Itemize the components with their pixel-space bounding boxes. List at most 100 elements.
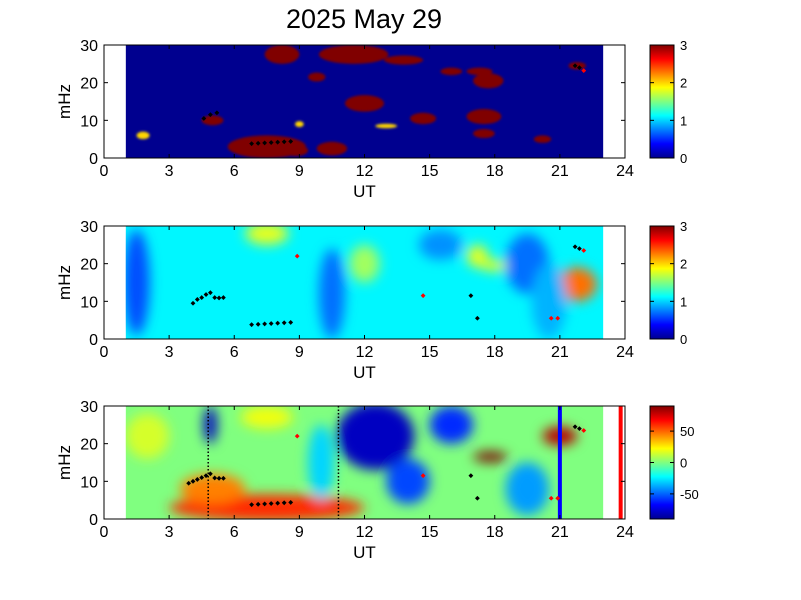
heatmap-blob: [240, 406, 293, 429]
marker-black: [249, 502, 255, 508]
x-axis-label: UT: [353, 543, 376, 562]
x-tick-label: 0: [100, 344, 109, 361]
y-tick-label: 10: [80, 113, 98, 130]
colorbar-tick-label: 0: [680, 151, 687, 166]
marker-black: [216, 475, 222, 481]
heatmap-blob: [531, 263, 567, 339]
heatmap-blob: [318, 248, 345, 339]
panel-3: 0 3 6 9 12 15 18 21 24 0 10 20 30 UT mHz -50 0 50: [55, 399, 699, 562]
x-tick-label: 9: [295, 344, 304, 361]
marker-red: [581, 428, 587, 433]
colorbar: -50 0 50: [649, 405, 699, 520]
colorbar: 0 1 2 3: [649, 38, 687, 166]
marker-black: [216, 295, 222, 301]
x-tick-label: 9: [295, 524, 304, 541]
heatmap-blob: [349, 244, 380, 283]
x-tick-label: 6: [230, 163, 239, 180]
heatmap-blob: [440, 67, 463, 76]
heatmap-blob: [295, 121, 304, 128]
heatmap-blob: [179, 473, 246, 504]
marker-black: [577, 65, 582, 70]
marker-black: [214, 110, 220, 116]
x-tick-label: 18: [486, 163, 504, 180]
marker-red: [548, 495, 554, 501]
heatmap-blob: [316, 141, 348, 156]
heatmap-image: [125, 226, 604, 339]
marker-black: [199, 295, 205, 300]
y-tick-label: 0: [89, 151, 98, 168]
marker-black: [249, 322, 255, 328]
x-tick-label: 12: [356, 344, 374, 361]
marker-black: [249, 141, 255, 147]
colorbar-tick-label: 50: [680, 424, 694, 439]
heatmap-blob: [308, 424, 335, 501]
marker-black: [275, 320, 281, 326]
heatmap-blob: [386, 458, 430, 504]
y-tick-label: 30: [80, 219, 98, 236]
x-tick-label: 0: [100, 524, 109, 541]
heatmap-blob: [429, 406, 474, 444]
marker-black: [275, 139, 281, 145]
marker-black: [203, 473, 209, 479]
x-tick-label: 15: [421, 344, 439, 361]
marker-black: [212, 475, 218, 481]
y-tick-label: 30: [80, 38, 98, 55]
x-tick-label: 3: [165, 524, 174, 541]
colorbar-tick-label: 0: [680, 332, 687, 347]
colorbar-tick-label: 1: [680, 294, 687, 309]
heatmap-blob: [466, 244, 489, 268]
x-tick-label: 18: [486, 524, 504, 541]
marker-black: [201, 116, 207, 121]
heatmap-blob: [473, 128, 495, 139]
heatmap-blob: [318, 45, 389, 64]
marker-black: [207, 471, 213, 477]
marker-black: [194, 297, 200, 302]
y-axis-label: mHz: [55, 445, 74, 480]
marker-red: [555, 495, 561, 501]
heatmap-blob: [344, 95, 385, 112]
x-tick-label: 0: [100, 163, 109, 180]
colorbar-tick-label: 3: [680, 38, 687, 53]
marker-black: [190, 478, 196, 484]
heatmap-blob: [308, 72, 326, 82]
heatmap-blob: [136, 131, 150, 140]
y-axis-label: mHz: [55, 265, 74, 300]
marker-black: [268, 321, 274, 326]
heatmap-blob: [201, 115, 224, 126]
marker-black: [468, 473, 474, 479]
x-tick-label: 12: [356, 524, 374, 541]
heatmap-blob: [473, 73, 504, 89]
heatmap-blob: [418, 229, 463, 260]
heatmap-blob: [466, 109, 502, 125]
x-tick-label: 15: [421, 163, 439, 180]
marker-black: [281, 320, 287, 326]
marker-red: [294, 433, 300, 439]
y-axis-label: mHz: [55, 84, 74, 119]
marker-black: [262, 321, 268, 327]
x-tick-label: 21: [551, 524, 569, 541]
x-axis-label: UT: [353, 363, 376, 382]
heatmap-blob: [384, 55, 424, 65]
y-tick-label: 10: [80, 474, 98, 491]
colorbar-tick-label: 2: [680, 76, 687, 91]
x-tick-label: 3: [165, 344, 174, 361]
marker-black: [275, 500, 281, 506]
marker-black: [268, 140, 274, 145]
figure-title: 2025 May 29: [286, 4, 442, 34]
heatmap-image: [125, 406, 604, 519]
marker-black: [288, 139, 294, 144]
marker-red: [581, 248, 587, 253]
marker-black: [220, 475, 226, 481]
x-tick-label: 18: [486, 344, 504, 361]
heatmap-blob: [125, 413, 170, 459]
heatmap-blob: [264, 45, 300, 64]
x-tick-label: 6: [230, 524, 239, 541]
marker-black: [220, 295, 226, 300]
heatmap-blob: [375, 123, 398, 129]
y-tick-label: 20: [80, 76, 98, 93]
marker-black: [255, 501, 261, 507]
x-tick-label: 24: [616, 163, 634, 180]
x-tick-label: 6: [230, 344, 239, 361]
